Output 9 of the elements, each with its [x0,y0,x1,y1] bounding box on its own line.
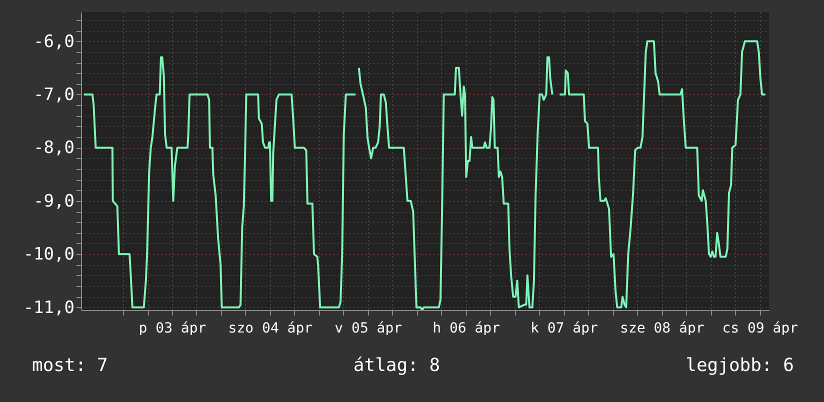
y-tick-label: -11,0 [23,298,74,318]
y-tick-label: -10,0 [23,244,74,265]
y-tick-label: -8,0 [34,138,74,158]
y-tick-label: -6,0 [34,32,74,52]
text: átlag: 8 [353,355,440,376]
y-tick-label: -7,0 [34,84,74,105]
text: legjobb: 6 [686,355,794,376]
y-tick-label: -9,0 [34,191,74,212]
text: most: 7 [32,355,108,376]
